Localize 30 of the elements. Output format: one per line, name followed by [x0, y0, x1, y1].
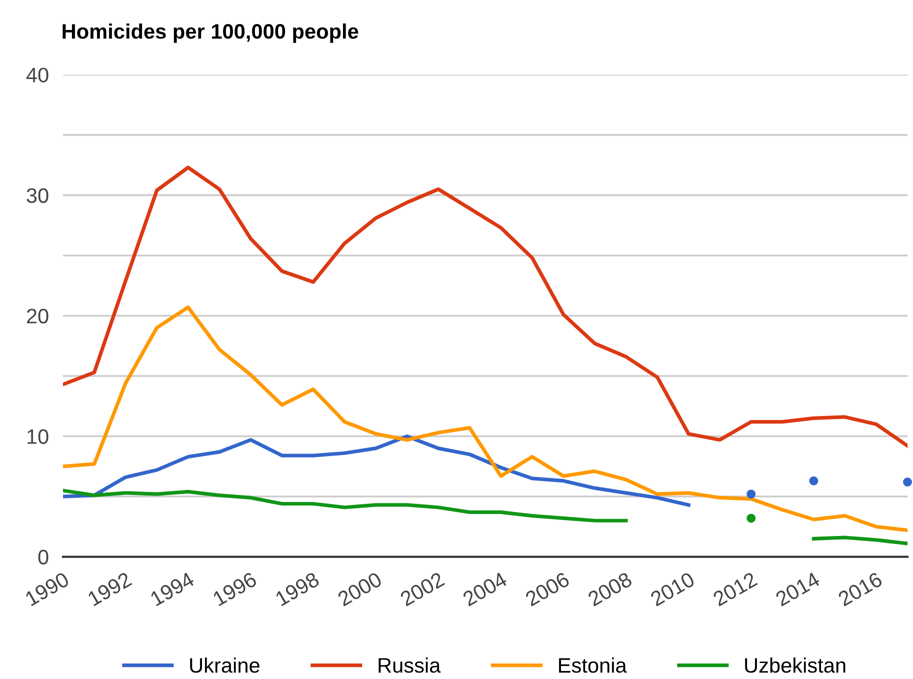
- x-tick-label: 2010: [650, 572, 696, 607]
- line-series: [62, 305, 908, 532]
- point: [903, 478, 912, 487]
- chart-title: Homicides per 100,000 people: [62, 23, 358, 43]
- legend-label: Estonia: [559, 657, 627, 673]
- legend-label: Uzbekistan: [745, 657, 846, 673]
- y-tick-label: 0: [38, 550, 48, 565]
- line-series: [62, 166, 908, 448]
- x-tick-label: 1990: [24, 572, 70, 606]
- x-tick-label: 1998: [274, 572, 320, 606]
- x-tick-label: 1994: [150, 571, 196, 606]
- x-tick-label: 2002: [399, 572, 446, 607]
- x-tick-label: 2008: [587, 572, 633, 607]
- x-tick-label: 1992: [87, 572, 132, 606]
- x-tick-label: 2016: [837, 572, 884, 607]
- x-tick-label: 2004: [462, 571, 508, 607]
- point: [809, 476, 818, 486]
- x-tick-label: 1996: [212, 572, 258, 606]
- legend-label: Russia: [378, 657, 441, 673]
- y-tick-label: 40: [26, 68, 48, 82]
- point: [746, 514, 756, 523]
- point: [746, 490, 756, 499]
- y-tick-label: 10: [28, 429, 48, 444]
- y-tick-label: 20: [26, 308, 48, 324]
- x-tick-label: 2006: [524, 572, 570, 607]
- x-tick-label: 2012: [712, 572, 758, 607]
- x-tick-label: 2014: [774, 571, 821, 607]
- legend-label: Ukraine: [190, 657, 260, 673]
- x-tick-label: 2000: [336, 572, 383, 607]
- y-tick-label: 30: [26, 188, 48, 203]
